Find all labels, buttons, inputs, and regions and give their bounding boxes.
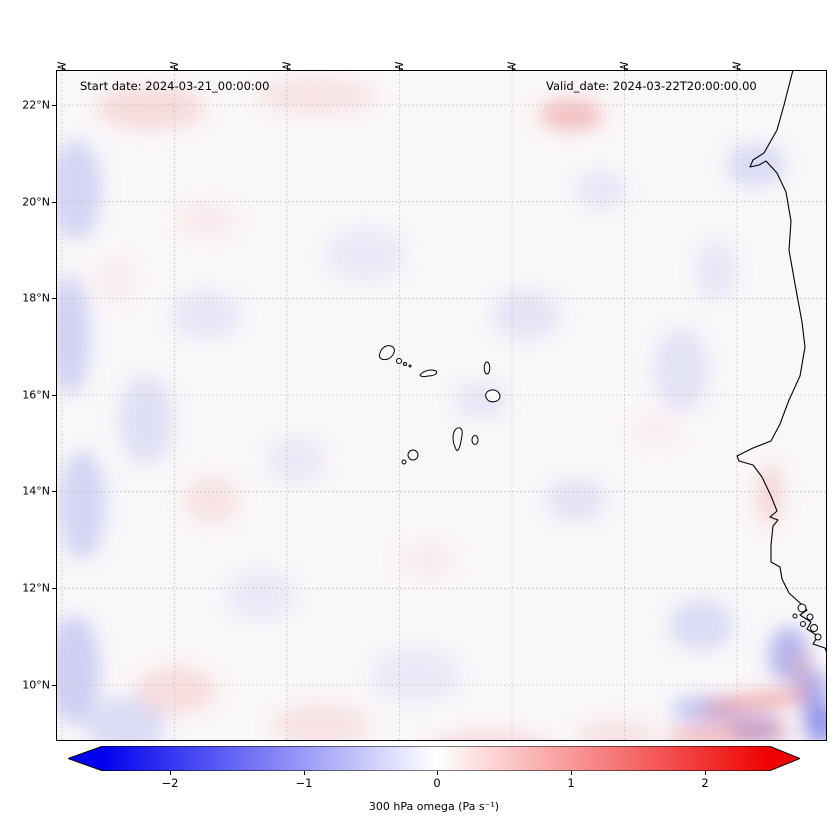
y-tick-label: 12°N — [22, 581, 50, 595]
start-date-annotation: Start date: 2024-03-21_00:00:00 — [80, 79, 270, 93]
colorbar-tick-label: −2 — [161, 776, 179, 790]
axis-tick — [52, 395, 56, 396]
colorbar — [68, 746, 800, 771]
colorbar-gradient — [68, 746, 800, 771]
colorbar-tick-label: −1 — [295, 776, 313, 790]
axis-tick — [737, 66, 738, 70]
axis-tick — [512, 66, 513, 70]
axis-tick — [52, 298, 56, 299]
gridlines — [56, 70, 827, 741]
axis-tick — [287, 66, 288, 70]
cape-verde-islands — [379, 345, 501, 465]
axis-tick — [52, 685, 56, 686]
y-tick-label: 18°N — [22, 291, 50, 305]
colorbar-tick — [705, 771, 706, 775]
map-plot — [56, 70, 827, 741]
colorbar-tick-label: 0 — [433, 776, 441, 790]
axis-tick — [52, 202, 56, 203]
y-tick-label: 16°N — [22, 388, 50, 402]
y-tick-label: 20°N — [22, 195, 50, 209]
colorbar-tick — [571, 771, 572, 775]
y-tick-label: 10°N — [22, 678, 50, 692]
axis-tick — [399, 66, 400, 70]
axis-tick — [624, 66, 625, 70]
axis-tick — [52, 588, 56, 589]
colorbar-tick — [170, 771, 171, 775]
colorbar-tick — [437, 771, 438, 775]
coastline-west-africa — [736, 70, 827, 654]
colorbar-tick — [304, 771, 305, 775]
colorbar-axis-label: 300 hPa omega (Pa s⁻¹) — [368, 800, 500, 813]
y-tick-label: 22°N — [22, 98, 50, 112]
axis-tick — [52, 105, 56, 106]
bijagos-islands — [792, 603, 822, 641]
valid-date-annotation: Valid_date: 2024-03-22T20:00:00.00 — [546, 79, 757, 93]
colorbar-tick-label: 1 — [567, 776, 575, 790]
axis-tick — [174, 66, 175, 70]
axis-tick — [52, 491, 56, 492]
colorbar-tick-label: 2 — [701, 776, 709, 790]
omega-field — [56, 78, 827, 741]
plot-border — [56, 70, 827, 741]
axis-tick — [62, 66, 63, 70]
y-tick-label: 14°N — [22, 484, 50, 498]
